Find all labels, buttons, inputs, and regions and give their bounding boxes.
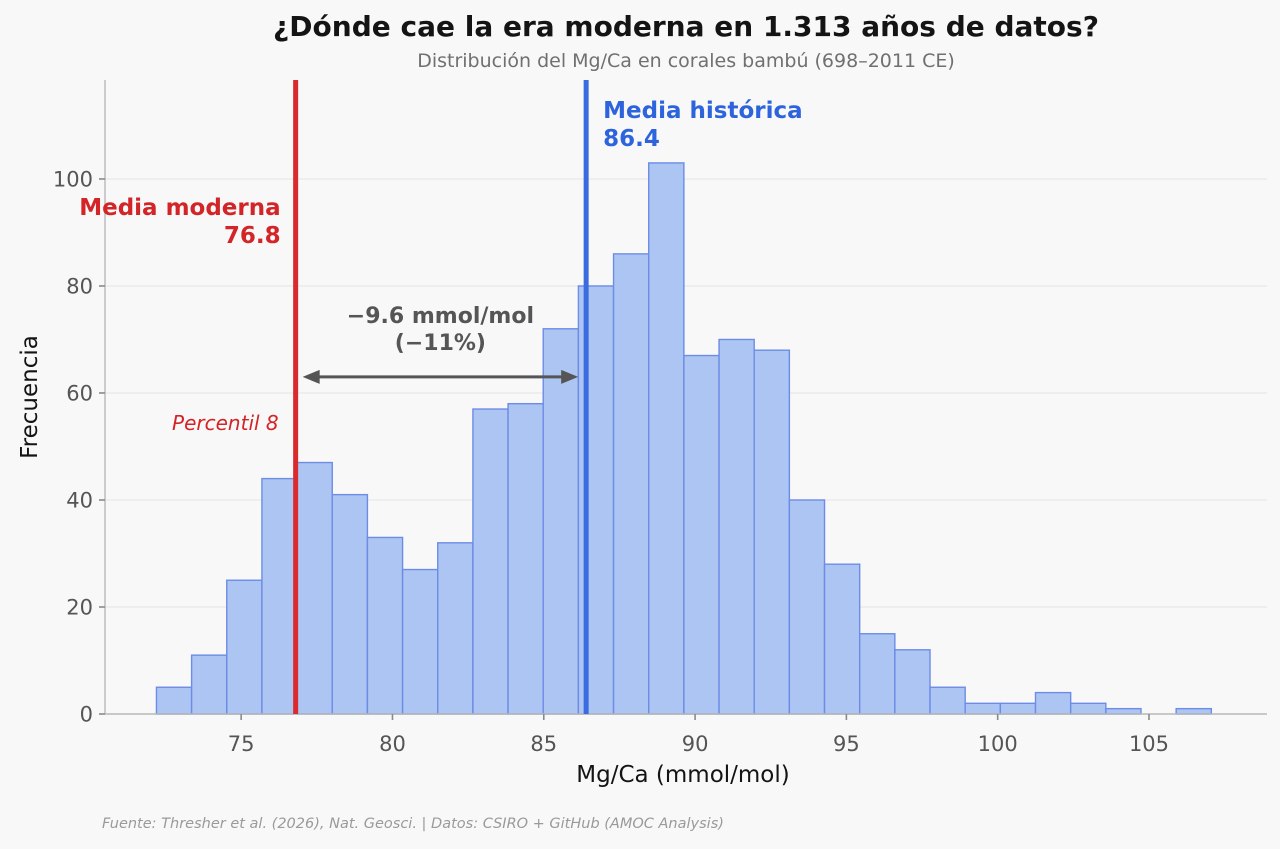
histogram-bar (226, 579, 263, 715)
histogram-bar (929, 686, 966, 715)
histogram-bar (1034, 691, 1072, 715)
difference-arrowhead-left (302, 369, 320, 384)
histogram-bar (718, 338, 755, 715)
x-tick-label: 100 (978, 732, 1018, 756)
histogram-bar (1175, 707, 1213, 715)
histogram-bar (401, 568, 439, 715)
histogram-bar (964, 702, 1002, 715)
chart-subtitle: Distribución del Mg/Ca en corales bambú … (417, 50, 955, 72)
histogram-bar (542, 328, 580, 715)
histogram-bar (612, 253, 650, 715)
histogram-bar (331, 493, 369, 715)
histogram-bar (155, 686, 193, 715)
x-tick-label: 75 (228, 732, 255, 756)
histogram-bar (296, 461, 333, 715)
histogram-bar (858, 633, 896, 715)
x-axis-title: Mg/Ca (mmol/mol) (576, 762, 790, 788)
y-tick-label: 40 (66, 488, 93, 512)
histogram-bar (788, 499, 826, 715)
modern-mean-label: Media moderna (79, 195, 281, 221)
y-tick-label: 80 (66, 274, 93, 298)
difference-value: −9.6 mmol/mol (346, 304, 534, 329)
x-tick-label: 90 (682, 732, 709, 756)
x-tick-label: 80 (379, 732, 406, 756)
histogram-bar (261, 477, 298, 715)
y-axis-title: Frecuencia (17, 335, 43, 459)
histogram-bar (190, 654, 228, 715)
historical-mean-value: 86.4 (603, 126, 660, 152)
histogram-bar (683, 354, 720, 715)
y-tick-label: 60 (66, 381, 93, 405)
y-tick-label: 20 (66, 595, 93, 619)
modern-mean-value: 76.8 (223, 223, 281, 249)
histogram-bar (437, 542, 474, 715)
histogram-bar (472, 408, 509, 715)
histogram-bar (507, 402, 544, 715)
chart-title: ¿Dónde cae la era moderna en 1.313 años … (273, 10, 1099, 43)
histogram-bar (894, 649, 931, 715)
histogram-bar (648, 162, 685, 715)
historical-mean-annotation: Media histórica 86.4 (603, 97, 803, 153)
difference-arrowhead-right (561, 369, 579, 384)
x-tick-label: 105 (1129, 732, 1169, 756)
y-tick-label: 0 (80, 703, 93, 727)
modern-mean-annotation: Media moderna 76.8 (79, 194, 280, 250)
difference-annotation: −9.6 mmol/mol (−11%) (347, 303, 534, 357)
histogram-bar (999, 702, 1037, 715)
percentile-annotation: Percentil 8 (172, 411, 279, 435)
histogram-bar (753, 349, 791, 715)
histogram-bar (823, 563, 861, 715)
x-tick-label: 95 (833, 732, 860, 756)
histogram-bar (1069, 702, 1107, 715)
source-note: Fuente: Thresher et al. (2026), Nat. Geo… (102, 816, 724, 832)
y-tick-label: 100 (53, 167, 93, 191)
x-tick-label: 85 (530, 732, 557, 756)
histogram-bar (1105, 707, 1142, 715)
difference-percent: (−11%) (394, 331, 486, 356)
historical-mean-label: Media histórica (603, 98, 803, 124)
histogram-bar (366, 536, 404, 715)
